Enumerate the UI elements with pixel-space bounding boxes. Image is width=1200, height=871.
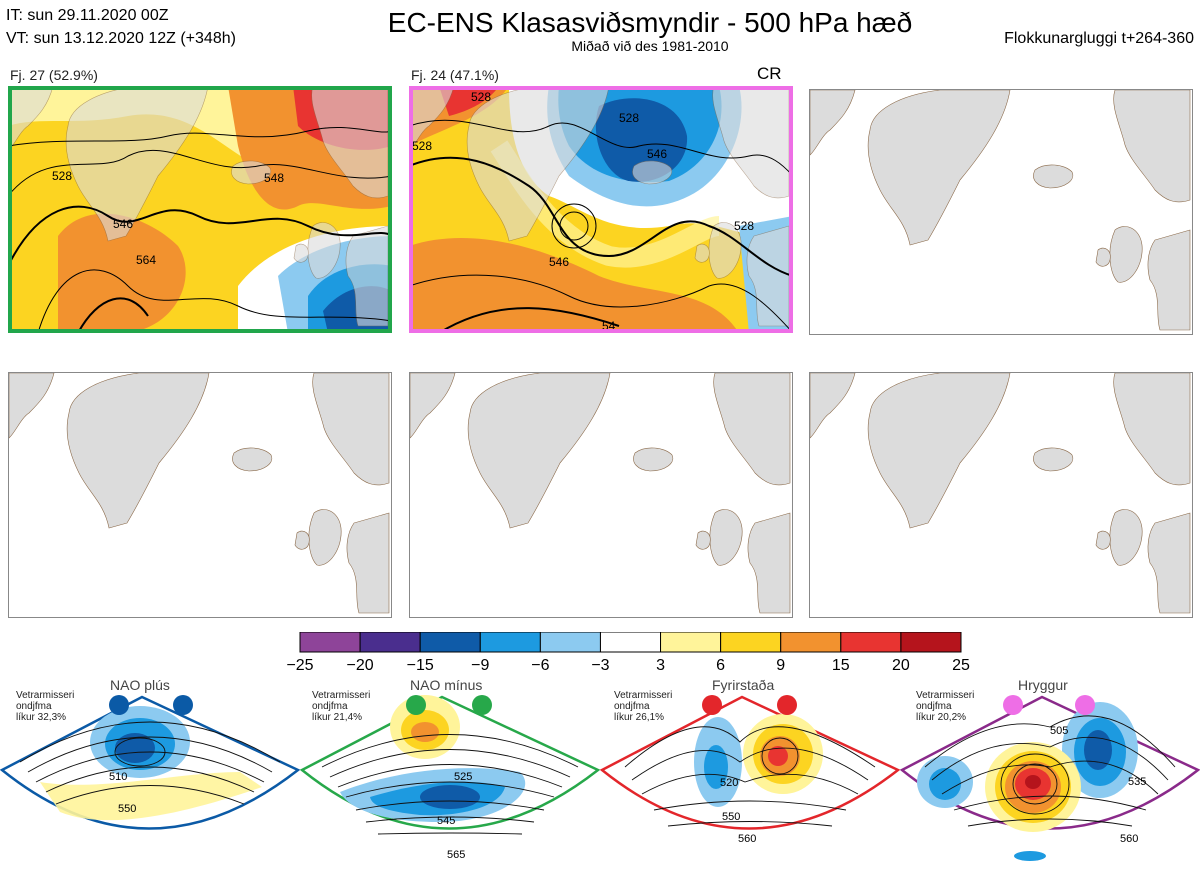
colorbar-tick-label: 20 — [892, 657, 910, 674]
page-subtitle: Miðað við des 1981-2010 — [571, 38, 729, 54]
cluster-2-frame — [409, 86, 793, 333]
colorbar-tick-label: −20 — [347, 657, 374, 674]
colorbar-segment — [299, 631, 361, 653]
regime-marker — [702, 695, 722, 715]
contour-label: 528 — [471, 90, 491, 104]
regime-marker — [406, 695, 426, 715]
colorbar-svg: −25 −20 −15 −9 −6 −3 3 6 9 15 20 25 — [286, 631, 970, 674]
regime-note-nao-minus: Vetrarmisseri ondjfma líkur 21,4% — [312, 690, 371, 723]
page-title: EC-ENS Klasasviðsmyndir - 500 hPa hæð — [387, 7, 913, 38]
contour-label: 528 — [619, 111, 639, 125]
colorbar-segment — [539, 631, 601, 653]
panel-2-tag: CR — [757, 64, 782, 83]
regime-contour-label: 545 — [437, 815, 455, 827]
regime-marker — [1003, 695, 1023, 715]
colorbar-segment — [479, 631, 541, 653]
regime-contour-label: 565 — [447, 849, 465, 861]
regime-contour-label: 560 — [1120, 833, 1138, 845]
regime-marker — [472, 695, 492, 715]
colorbar-tick-label: 6 — [716, 657, 725, 674]
contour-label: 546 — [113, 217, 133, 231]
colorbar-tick-label: −3 — [591, 657, 609, 674]
regime-contour-label: 535 — [1128, 776, 1146, 788]
contour-label: 528 — [734, 219, 754, 233]
cluster-map-5 — [409, 372, 793, 618]
contour-label: 564 — [136, 253, 156, 267]
colorbar-segment — [900, 631, 962, 653]
init-time: IT: sun 29.11.2020 00Z — [6, 7, 169, 24]
panel-2-label: Fj. 24 (47.1%) — [411, 67, 499, 83]
regime-title-fyrirstada: Fyrirstaða — [712, 677, 775, 693]
colorbar-tick-label: 25 — [952, 657, 970, 674]
regime-marker — [777, 695, 797, 715]
colorbar-tick-label: −9 — [471, 657, 489, 674]
regime-hryggur: 505 535 560 — [899, 695, 1200, 861]
cluster-map-6 — [809, 372, 1193, 618]
colorbar-tick-label: 15 — [832, 657, 850, 674]
cluster-map-4 — [8, 372, 392, 618]
regime-marker — [109, 695, 129, 715]
regime-contour-label: 560 — [738, 833, 756, 845]
colorbar-tick-label: −25 — [286, 657, 313, 674]
regime-nao-plus: 510 550 — [0, 695, 301, 830]
contour-label: 546 — [549, 255, 569, 269]
colorbar-tick-label: 9 — [776, 657, 785, 674]
header-times: IT: sun 29.11.2020 00Z VT: sun 13.12.202… — [6, 4, 236, 50]
regime-marker — [1075, 695, 1095, 715]
regime-fyrirstada: 520 550 560 — [599, 695, 901, 845]
contour-label: 528 — [52, 169, 72, 183]
regime-contour-label: 550 — [722, 811, 740, 823]
contour-label: 528 — [412, 139, 432, 153]
regime-contour-label: 505 — [1050, 725, 1068, 737]
panel-1-label: Fj. 27 (52.9%) — [10, 67, 98, 83]
colorbar-segment — [419, 631, 481, 653]
contour-label: 546 — [647, 147, 667, 161]
colorbar-segment — [599, 631, 662, 653]
regime-marker — [173, 695, 193, 715]
regime-contour-label: 550 — [118, 803, 136, 815]
colorbar-tick-label: −6 — [531, 657, 549, 674]
cluster-map-1: 528 546 564 548 — [8, 86, 392, 333]
colorbar-segment — [720, 631, 782, 653]
colorbar-tick-label: −15 — [407, 657, 434, 674]
regime-title-hryggur: Hryggur — [1018, 677, 1068, 693]
regime-contour-label: 510 — [109, 771, 127, 783]
valid-time: VT: sun 13.12.2020 12Z (+348h) — [6, 30, 236, 47]
colorbar-segment — [840, 631, 902, 653]
regime-title-nao-minus: NAO mínus — [410, 677, 483, 693]
regime-panels: 510 550 525 545 565 — [0, 695, 1200, 861]
regime-note-fyrirstada: Vetrarmisseri ondjfma líkur 26,1% — [614, 690, 673, 723]
cluster-map-3 — [809, 89, 1193, 335]
colorbar: −25 −20 −15 −9 −6 −3 3 6 9 15 20 25 — [280, 631, 980, 681]
regime-note-nao-plus: Vetrarmisseri ondjfma líkur 32,3% — [16, 690, 75, 723]
colorbar-segment — [660, 631, 722, 653]
cluster-map-2: 528 528 546 528 546 528 54 — [409, 86, 793, 333]
contour-label: 548 — [264, 171, 284, 185]
colorbar-segment — [359, 631, 421, 653]
window-label: Flokkunargluggi t+264-360 — [1004, 30, 1194, 47]
regime-contour-label: 520 — [720, 777, 738, 789]
regime-note-hryggur: Vetrarmisseri ondjfma líkur 20,2% — [916, 690, 975, 723]
regime-title-nao-plus: NAO plús — [110, 677, 170, 693]
regime-nao-minus: 525 545 565 — [299, 695, 601, 861]
colorbar-tick-label: 3 — [656, 657, 665, 674]
cluster-1-frame — [8, 86, 392, 333]
regime-contour-label: 525 — [454, 771, 472, 783]
colorbar-segment — [780, 631, 842, 653]
